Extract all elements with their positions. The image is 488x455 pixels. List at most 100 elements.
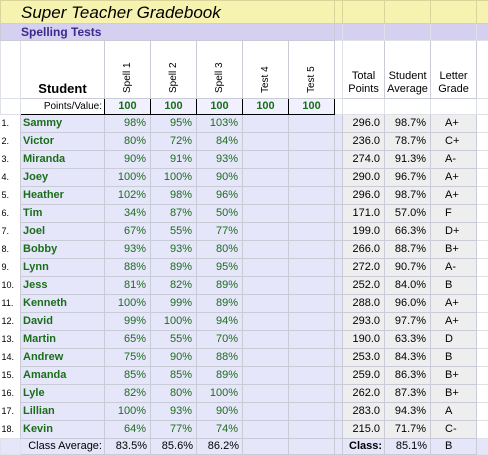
- score-cell[interactable]: [289, 331, 335, 349]
- points-value-cell[interactable]: 100: [151, 99, 197, 115]
- score-cell[interactable]: [243, 385, 289, 403]
- score-cell[interactable]: 64%: [105, 421, 151, 439]
- score-cell[interactable]: [243, 151, 289, 169]
- score-cell[interactable]: 88%: [197, 349, 243, 367]
- score-cell[interactable]: 100%: [151, 169, 197, 187]
- score-cell[interactable]: [289, 187, 335, 205]
- score-cell[interactable]: [289, 277, 335, 295]
- letter-grade-cell[interactable]: F: [431, 205, 477, 223]
- score-cell[interactable]: [243, 133, 289, 151]
- letter-grade-cell[interactable]: A-: [431, 259, 477, 277]
- class-average-label[interactable]: Class Average:: [21, 439, 105, 455]
- score-cell[interactable]: 91%: [151, 151, 197, 169]
- score-cell[interactable]: 90%: [105, 151, 151, 169]
- student-average-cell[interactable]: 57.0%: [385, 205, 431, 223]
- score-cell[interactable]: [243, 205, 289, 223]
- student-average-cell[interactable]: 96.7%: [385, 169, 431, 187]
- score-cell[interactable]: 70%: [197, 331, 243, 349]
- letter-grade-cell[interactable]: A+: [431, 169, 477, 187]
- score-cell[interactable]: 80%: [151, 385, 197, 403]
- student-name-cell[interactable]: Victor: [21, 133, 105, 151]
- score-cell[interactable]: [243, 277, 289, 295]
- score-cell[interactable]: 81%: [105, 277, 151, 295]
- score-cell[interactable]: 102%: [105, 187, 151, 205]
- score-cell[interactable]: 74%: [197, 421, 243, 439]
- test-header-2[interactable]: Spell 2: [151, 41, 197, 99]
- score-cell[interactable]: [289, 403, 335, 421]
- student-column-header[interactable]: Student: [21, 41, 105, 99]
- score-cell[interactable]: 65%: [105, 331, 151, 349]
- student-average-cell[interactable]: 98.7%: [385, 115, 431, 133]
- student-name-cell[interactable]: Heather: [21, 187, 105, 205]
- student-average-cell[interactable]: 71.7%: [385, 421, 431, 439]
- score-cell[interactable]: 84%: [197, 133, 243, 151]
- points-value-cell[interactable]: 100: [243, 99, 289, 115]
- score-cell[interactable]: 100%: [105, 403, 151, 421]
- total-points-cell[interactable]: 236.0: [343, 133, 385, 151]
- letter-grade-cell[interactable]: C+: [431, 133, 477, 151]
- score-cell[interactable]: 99%: [105, 313, 151, 331]
- score-cell[interactable]: 77%: [151, 421, 197, 439]
- student-name-cell[interactable]: David: [21, 313, 105, 331]
- letter-grade-cell[interactable]: A+: [431, 115, 477, 133]
- letter-grade-cell[interactable]: B: [431, 349, 477, 367]
- class-average-cell[interactable]: [243, 439, 289, 455]
- points-value-cell[interactable]: 100: [197, 99, 243, 115]
- score-cell[interactable]: 89%: [197, 367, 243, 385]
- student-name-cell[interactable]: Tim: [21, 205, 105, 223]
- score-cell[interactable]: [243, 403, 289, 421]
- test-header-4[interactable]: Test 4: [243, 41, 289, 99]
- score-cell[interactable]: 100%: [151, 313, 197, 331]
- student-name-cell[interactable]: Sammy: [21, 115, 105, 133]
- student-name-cell[interactable]: Martin: [21, 331, 105, 349]
- points-value-cell[interactable]: 100: [105, 99, 151, 115]
- student-name-cell[interactable]: Andrew: [21, 349, 105, 367]
- student-average-cell[interactable]: 91.3%: [385, 151, 431, 169]
- total-points-cell[interactable]: 262.0: [343, 385, 385, 403]
- student-name-cell[interactable]: Amanda: [21, 367, 105, 385]
- score-cell[interactable]: 34%: [105, 205, 151, 223]
- student-average-cell[interactable]: 84.0%: [385, 277, 431, 295]
- student-name-cell[interactable]: Lillian: [21, 403, 105, 421]
- score-cell[interactable]: [243, 295, 289, 313]
- score-cell[interactable]: [243, 313, 289, 331]
- score-cell[interactable]: 89%: [197, 295, 243, 313]
- score-cell[interactable]: 89%: [197, 277, 243, 295]
- score-cell[interactable]: 89%: [151, 259, 197, 277]
- total-points-cell[interactable]: 190.0: [343, 331, 385, 349]
- class-average-cell[interactable]: 85.6%: [151, 439, 197, 455]
- score-cell[interactable]: 90%: [151, 349, 197, 367]
- total-points-cell[interactable]: 272.0: [343, 259, 385, 277]
- score-cell[interactable]: 98%: [151, 187, 197, 205]
- gradebook-title[interactable]: Super Teacher Gradebook: [1, 1, 335, 24]
- total-points-cell[interactable]: 266.0: [343, 241, 385, 259]
- letter-grade-cell[interactable]: B+: [431, 385, 477, 403]
- total-points-cell[interactable]: 288.0: [343, 295, 385, 313]
- score-cell[interactable]: [289, 115, 335, 133]
- letter-grade-cell[interactable]: B+: [431, 241, 477, 259]
- score-cell[interactable]: [289, 367, 335, 385]
- total-points-cell[interactable]: 274.0: [343, 151, 385, 169]
- student-average-cell[interactable]: 90.7%: [385, 259, 431, 277]
- student-average-cell[interactable]: 84.3%: [385, 349, 431, 367]
- student-name-cell[interactable]: Kenneth: [21, 295, 105, 313]
- test-header-5[interactable]: Test 5: [289, 41, 335, 99]
- points-value-label[interactable]: Points/Value:: [21, 99, 105, 115]
- score-cell[interactable]: 103%: [197, 115, 243, 133]
- student-average-cell[interactable]: 86.3%: [385, 367, 431, 385]
- student-name-cell[interactable]: Joey: [21, 169, 105, 187]
- score-cell[interactable]: [243, 115, 289, 133]
- score-cell[interactable]: 93%: [151, 241, 197, 259]
- student-name-cell[interactable]: Jess: [21, 277, 105, 295]
- score-cell[interactable]: 90%: [197, 403, 243, 421]
- score-cell[interactable]: 93%: [151, 403, 197, 421]
- score-cell[interactable]: 67%: [105, 223, 151, 241]
- score-cell[interactable]: 94%: [197, 313, 243, 331]
- letter-grade-cell[interactable]: A+: [431, 295, 477, 313]
- letter-grade-cell[interactable]: B+: [431, 367, 477, 385]
- score-cell[interactable]: 85%: [105, 367, 151, 385]
- letter-grade-cell[interactable]: D+: [431, 223, 477, 241]
- student-average-cell[interactable]: 98.7%: [385, 187, 431, 205]
- student-average-cell[interactable]: 63.3%: [385, 331, 431, 349]
